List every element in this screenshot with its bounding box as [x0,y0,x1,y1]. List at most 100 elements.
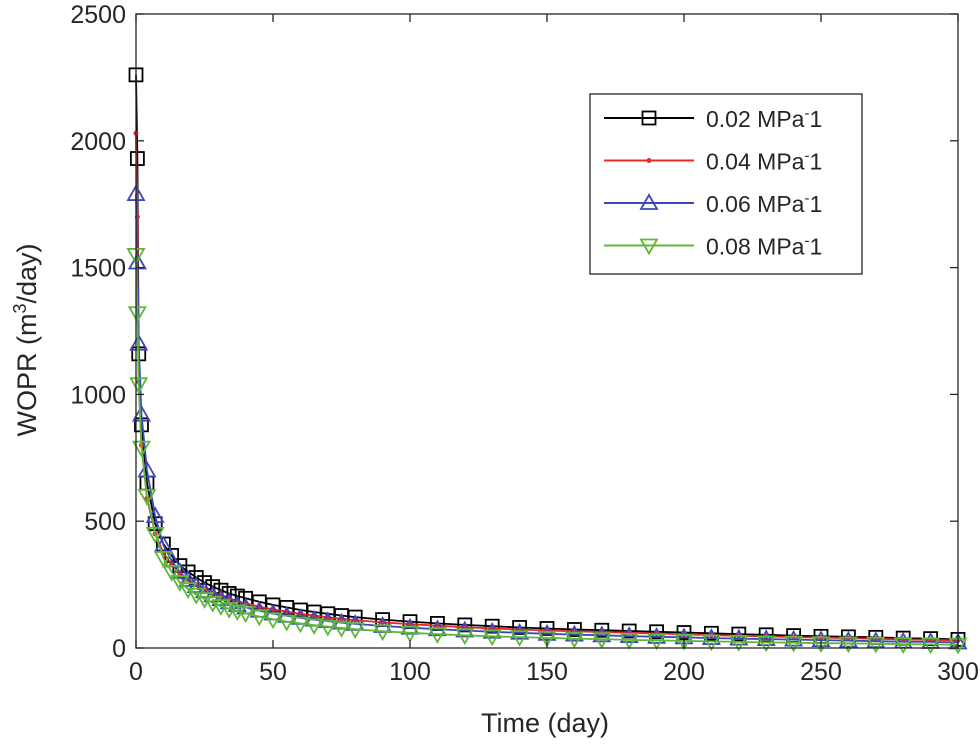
series-4-point [236,606,256,624]
series-4-point [194,592,215,609]
y-tick-label: 0 [112,635,126,663]
series-4-point [701,634,721,652]
legend-marker [641,110,657,126]
legend-label-superscript: - [804,105,809,122]
series-4-point [345,622,365,640]
legend-label-main: 0.02 MPa [706,106,805,132]
series-3-point [866,631,886,649]
series-4-point [482,629,502,647]
series-1-point [539,621,555,636]
series-4-point [178,582,198,599]
series-1-point [758,627,774,643]
series-4-point [186,587,206,605]
legend-label-superscript: - [804,190,809,207]
series-4-point [203,595,223,613]
series-4-point [400,625,420,643]
axes [135,13,959,649]
y-axis-title-main: WOPR (m [12,314,42,437]
series-4-point [674,633,694,651]
series-4-point [318,619,338,637]
series-3-point [131,404,152,422]
series-1-point [512,620,527,635]
series-line-4 [135,254,959,646]
legend-label-superscript: - [804,148,809,165]
x-tick-label: 150 [526,658,568,686]
series-4-point [619,632,639,650]
plot-area [126,67,968,655]
series-3-point [564,624,584,642]
legend-item-3: 0.06 MPa-1 [604,190,822,217]
series-4-point [647,633,667,651]
y-tick-label: 2500 [70,1,126,29]
legend-marker [646,158,652,163]
series-4-point [866,636,886,654]
series-4-point [127,306,147,324]
series-3-point [701,628,721,646]
series-4-point [427,627,447,644]
y-tick-label: 1500 [70,255,126,283]
series-3-point [537,623,557,641]
legend: 0.02 MPa-10.04 MPa-10.06 MPa-10.08 MPa-1 [589,93,863,275]
series-1-point [649,624,664,640]
series-3-point [756,629,776,647]
legend-label-exponent: 1 [809,191,822,217]
tick-labels: 0 50 100 150 200 250 300 0 500 1000 1500 2000 2500 [70,1,978,686]
series-3-point [137,460,157,478]
series-4-point [290,616,310,634]
series-4-point [263,612,283,630]
legend-label-main: 0.06 MPa [706,191,805,217]
legend-item-1: 0.02 MPa-1 [604,105,822,132]
series-3-point [211,589,231,606]
legend-label-exponent: 1 [809,106,822,132]
legend-box [589,93,863,275]
y-tick-label: 1000 [70,381,126,409]
series-4-point [537,630,557,648]
series-1-point [567,622,582,637]
y-axis-title-superscript: 3 [10,304,30,314]
legend-label: 0.02 MPa-1 [706,105,822,132]
series-4-point [153,551,173,568]
legend-label: 0.08 MPa-1 [706,233,822,260]
legend-item-2: 0.04 MPa-1 [604,148,822,175]
legend-marker [639,238,659,256]
x-tick-label: 0 [129,658,143,686]
series-4-point [784,635,804,653]
series-4-point [249,609,269,627]
x-tick-label: 100 [389,658,431,686]
series-1-point [457,617,473,633]
series-4-point [137,488,157,506]
series-3-point [729,628,749,646]
series-4-point [277,614,297,632]
x-tick-label: 50 [259,658,287,686]
y-axis-title: WOPR (m3/day) [10,243,42,436]
x-axis-title: Time (day) [481,708,609,738]
series-4-point [893,637,913,655]
series-1-point [704,625,719,641]
series-4-point [162,565,182,582]
x-tick-label: 200 [663,658,705,686]
series-3-point [592,625,612,643]
series-4-point [373,624,393,642]
series-3-point [619,626,639,643]
legend-label-superscript: - [804,233,809,250]
series-4-point [211,599,231,616]
series-4-point [729,635,749,652]
series-3-point [186,576,206,594]
series-4-point [564,631,584,649]
series-1-point [594,622,610,638]
y-tick-label: 2000 [70,128,126,156]
legend-label: 0.04 MPa-1 [706,148,822,175]
series-4-point [592,632,612,649]
series-3-point [784,629,804,647]
y-tick-label: 500 [84,508,126,536]
series-4-point [129,377,149,395]
series-3-point [838,630,858,648]
series-1-point [676,625,692,640]
legend-label-main: 0.08 MPa [706,234,805,260]
series-4-point [921,637,941,655]
series-4-point [838,636,858,654]
series-1-point [731,626,747,642]
legend-label-exponent: 1 [809,149,822,175]
series-4-point [131,440,152,458]
